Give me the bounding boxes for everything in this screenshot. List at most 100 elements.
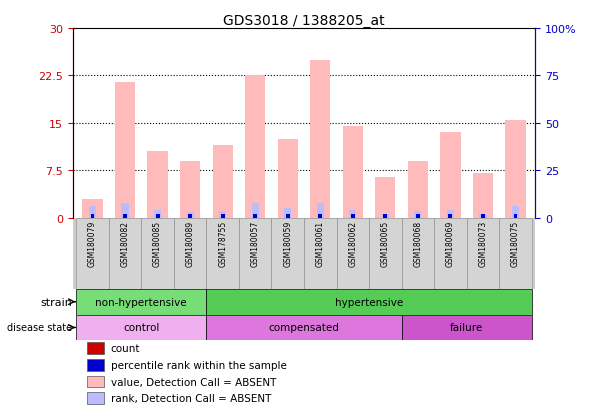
Bar — [180, 161, 200, 218]
Bar — [513, 215, 519, 218]
Bar — [481, 215, 485, 218]
Bar — [479, 214, 486, 218]
Bar — [154, 211, 161, 218]
Bar — [206, 218, 239, 289]
Text: strain: strain — [41, 297, 72, 307]
Text: disease state: disease state — [7, 323, 72, 332]
Bar — [239, 218, 271, 289]
Bar — [343, 127, 363, 218]
Bar — [109, 218, 141, 289]
Bar — [317, 215, 323, 218]
Bar — [174, 218, 206, 289]
Bar — [87, 376, 105, 387]
Bar — [369, 218, 402, 289]
Bar — [154, 215, 161, 218]
Bar — [285, 215, 291, 218]
Bar — [447, 211, 454, 218]
Bar — [122, 215, 128, 218]
Bar — [349, 211, 356, 218]
Bar — [221, 215, 224, 218]
Bar — [122, 203, 129, 218]
Bar — [188, 215, 192, 218]
Bar — [87, 359, 105, 371]
Bar — [156, 215, 159, 218]
Bar — [187, 215, 193, 218]
Bar — [252, 203, 259, 218]
Bar — [187, 213, 194, 218]
Text: GSM180057: GSM180057 — [250, 220, 260, 266]
Bar — [350, 215, 356, 218]
Text: rank, Detection Call = ABSENT: rank, Detection Call = ABSENT — [111, 393, 271, 404]
Bar — [415, 215, 421, 218]
Text: GSM180082: GSM180082 — [120, 220, 130, 266]
Bar — [440, 133, 460, 218]
Bar — [317, 203, 324, 218]
Bar — [480, 215, 486, 218]
Bar — [284, 209, 291, 218]
Bar — [310, 60, 330, 218]
Bar — [83, 199, 103, 218]
Bar — [219, 211, 226, 218]
Bar — [91, 215, 94, 218]
Bar — [304, 218, 337, 289]
Text: GSM180079: GSM180079 — [88, 220, 97, 266]
Text: value, Detection Call = ABSENT: value, Detection Call = ABSENT — [111, 377, 276, 387]
Bar — [286, 215, 289, 218]
Text: non-hypertensive: non-hypertensive — [95, 297, 187, 307]
Text: GSM178755: GSM178755 — [218, 220, 227, 266]
Text: GSM180073: GSM180073 — [478, 220, 488, 266]
Bar — [89, 207, 96, 218]
Text: compensated: compensated — [269, 323, 339, 332]
Text: GSM180061: GSM180061 — [316, 220, 325, 266]
Bar — [115, 83, 135, 218]
Bar — [408, 161, 428, 218]
Bar — [402, 315, 532, 341]
Text: GSM180089: GSM180089 — [185, 220, 195, 266]
Text: hypertensive: hypertensive — [335, 297, 403, 307]
Bar — [382, 214, 389, 218]
Bar — [499, 218, 532, 289]
Text: GSM180062: GSM180062 — [348, 220, 358, 266]
Bar — [87, 342, 105, 354]
Bar — [512, 207, 519, 218]
Bar — [514, 215, 517, 218]
Bar — [467, 218, 499, 289]
Text: GSM180075: GSM180075 — [511, 220, 520, 266]
Bar — [76, 218, 109, 289]
Bar — [252, 215, 258, 218]
Bar — [351, 215, 354, 218]
Bar — [89, 215, 95, 218]
Bar — [414, 211, 421, 218]
Bar — [505, 120, 525, 218]
Text: GSM180059: GSM180059 — [283, 220, 292, 266]
Bar — [123, 215, 127, 218]
Bar — [337, 218, 369, 289]
Bar — [434, 218, 467, 289]
Title: GDS3018 / 1388205_at: GDS3018 / 1388205_at — [223, 14, 385, 28]
Bar — [319, 215, 322, 218]
Bar — [278, 139, 298, 218]
Bar — [271, 218, 304, 289]
Text: GSM180065: GSM180065 — [381, 220, 390, 266]
Bar — [213, 146, 233, 218]
Bar — [384, 215, 387, 218]
Text: GSM180069: GSM180069 — [446, 220, 455, 266]
Bar — [148, 152, 168, 218]
Bar — [141, 218, 174, 289]
Text: count: count — [111, 343, 140, 353]
Bar — [219, 215, 226, 218]
Bar — [402, 218, 434, 289]
Bar — [76, 289, 206, 315]
Bar — [206, 315, 402, 341]
Text: GSM180085: GSM180085 — [153, 220, 162, 266]
Text: control: control — [123, 323, 159, 332]
Bar — [449, 215, 452, 218]
Bar — [447, 215, 454, 218]
Text: GSM180068: GSM180068 — [413, 220, 423, 266]
Text: failure: failure — [450, 323, 483, 332]
Bar — [206, 289, 532, 315]
Bar — [416, 215, 420, 218]
Bar — [76, 315, 206, 341]
Bar — [375, 177, 395, 218]
Bar — [382, 215, 389, 218]
